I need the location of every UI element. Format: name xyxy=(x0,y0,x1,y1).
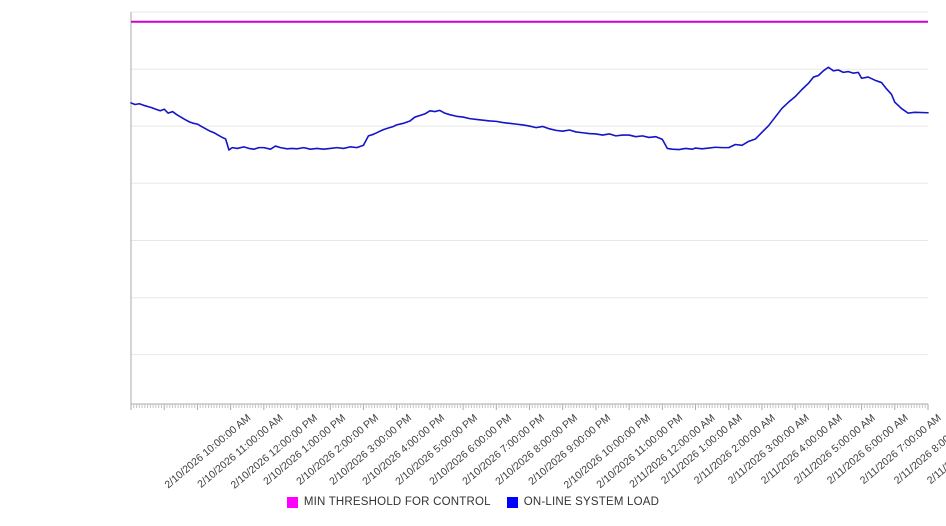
legend-color-swatch xyxy=(286,496,298,508)
legend-label: MIN THRESHOLD FOR CONTROL xyxy=(303,496,491,508)
legend-label: ON-LINE SYSTEM LOAD xyxy=(523,496,660,508)
series-line-on-line-system-load xyxy=(130,66,929,151)
legend-item[interactable]: ON-LINE SYSTEM LOAD xyxy=(506,496,660,508)
legend-color-swatch xyxy=(506,496,518,508)
gridlines xyxy=(131,11,928,356)
x-axis-ticks xyxy=(130,404,929,410)
legend-item[interactable]: MIN THRESHOLD FOR CONTROL xyxy=(286,496,491,508)
chart-legend: MIN THRESHOLD FOR CONTROL ON-LINE SYSTEM … xyxy=(0,496,946,508)
